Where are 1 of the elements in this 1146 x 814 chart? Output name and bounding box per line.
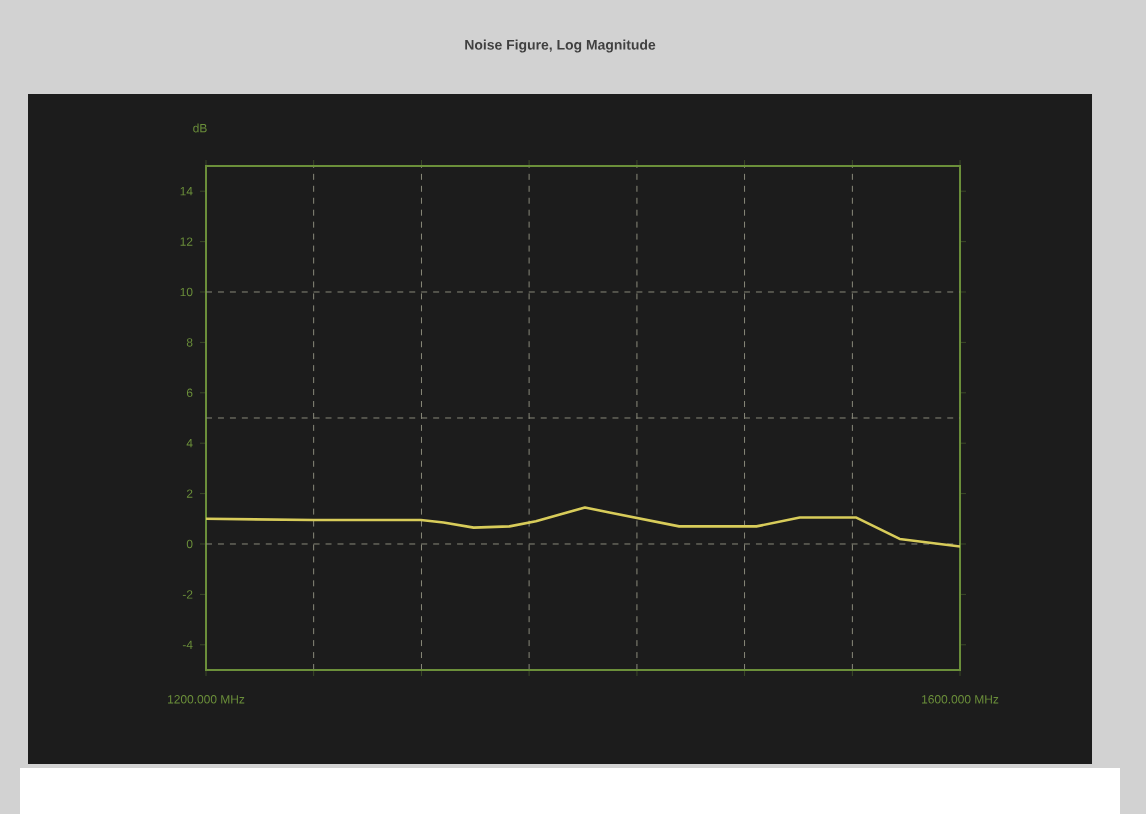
line-series — [206, 506, 961, 548]
